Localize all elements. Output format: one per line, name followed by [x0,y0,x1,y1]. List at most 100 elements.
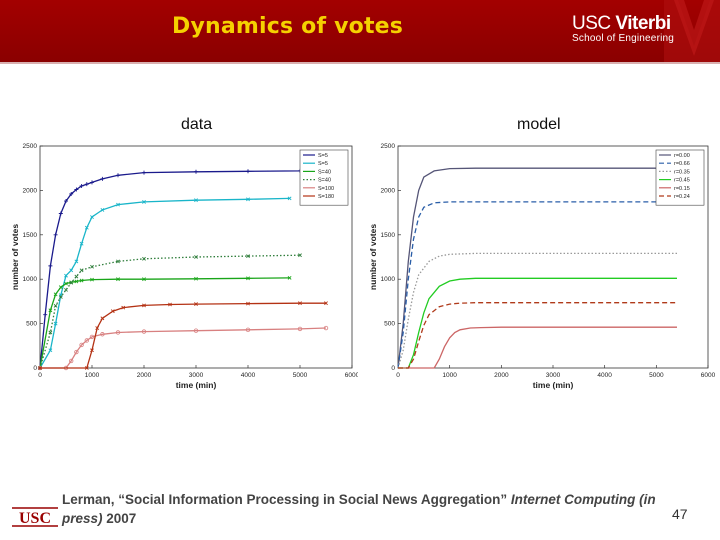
data-chart-series-point [90,348,94,353]
model-chart-series-line [398,326,677,369]
data-chart-series-point [246,276,250,281]
data-chart-series-point [193,328,199,333]
data-chart-series-point [58,285,63,290]
data-chart-series-point [100,176,105,181]
data-chart-series-point [53,321,58,326]
model-chart-ytick-label: 1500 [381,232,396,239]
data-chart-series-point [121,305,126,310]
model-chart-legend-label: r=0.66 [674,161,690,167]
data-chart-series-point [84,182,89,187]
data-chart-series-point [245,327,251,333]
model-chart-xtick-label: 4000 [597,372,612,379]
data-chart-series-line [39,169,311,369]
citation-text: Lerman, “Social Information Processing i… [62,492,511,507]
model-chart-xtick-label: 1000 [442,372,457,379]
data-chart-xlabel: time (min) [176,380,217,390]
model-chart-legend-label: r=0.45 [674,178,690,184]
logo-school-text: School of Engineering [572,33,675,44]
data-chart-series-point [246,254,250,259]
data-chart-series-point [142,256,146,261]
data-chart-series-point [64,273,68,278]
model-chart-legend-label: r=0.35 [674,169,690,175]
footer-logo-text: USC [19,510,51,527]
data-chart-series-point [246,169,250,174]
citation: Lerman, “Social Information Processing i… [62,490,687,528]
data-chart-series-point [142,303,146,308]
model-panel-label: model [517,116,561,133]
model-chart: 0 1000 2000 3000 4000 5000 6000 0 500 1000 1500 200… [360,138,716,393]
data-chart-series-point [194,169,198,174]
data-chart-series-point [48,263,53,268]
data-chart-series-point [142,200,146,204]
data-chart-series-point [79,268,84,273]
data-chart-series-point [69,191,74,196]
data-chart-series-point [79,241,84,246]
data-chart-ytick-label: 2500 [23,143,38,150]
model-chart-ytick-label: 1000 [381,276,396,283]
data-chart-series-point [53,303,58,308]
data-chart: 0 1000 2000 3000 4000 5000 6000 0 500 1000 1500 200… [6,138,358,393]
data-chart-series-point [194,255,198,259]
data-chart-legend-label: S=180 [318,194,334,200]
data-chart-series-point [95,326,100,330]
model-chart-series-line [398,277,677,369]
data-chart-series-point [287,275,292,280]
data-chart-xtick-label: 1000 [85,372,100,379]
data-chart-series-point [194,276,198,281]
data-chart-series-point [79,278,84,283]
data-panel-label: data [181,116,213,133]
data-chart-series-point [194,302,198,306]
data-chart-series-point [48,348,53,353]
page-number: 47 [672,506,688,522]
model-chart-xlabel: time (min) [533,380,574,390]
data-chart-series-point [116,277,120,282]
citation-journal: Internet Computing (in press) [62,492,656,526]
data-chart-ytick-label: 500 [26,321,37,328]
data-chart-series-point [141,329,147,334]
model-chart-xtick-label: 6000 [701,372,716,379]
data-chart-series-point [90,215,94,219]
data-chart-series-point [323,325,329,331]
data-chart-xtick-label: 6000 [345,372,358,379]
logo-usc-text: USC [572,13,611,34]
model-chart-legend-label: r=0.00 [674,153,690,159]
logo-viterbi-text: Viterbi [615,13,671,34]
data-chart-series-point [246,301,250,306]
data-chart-series-point [194,198,198,203]
data-chart-ytick-label: 1500 [23,232,38,239]
data-chart-series-point [69,280,74,285]
data-chart-series-point [43,312,48,317]
data-chart-series-point [38,366,42,370]
header-rule [0,62,720,64]
model-chart-ytick-label: 2500 [381,143,396,150]
data-chart-series-point [100,332,105,337]
data-chart-series-point [116,173,120,178]
model-chart-series-line [398,302,677,369]
data-chart-legend-label: S=40 [318,178,331,184]
data-chart-series-point [53,292,58,297]
data-chart-series-point [90,180,94,185]
data-chart-series-point [48,330,53,335]
data-chart-xtick-label: 3000 [189,372,204,379]
data-chart-series-point [48,308,53,313]
data-chart-series-point [84,366,89,370]
data-chart-series-point [324,301,328,306]
data-chart-series-point [110,309,115,314]
data-chart-series-point [90,264,94,269]
data-chart-series-point [142,277,146,282]
model-chart-ytick-label: 500 [384,321,395,328]
model-chart-series-line [397,201,677,369]
data-chart-series-point [116,202,120,207]
model-chart-ytick-label: 0 [391,365,395,372]
model-chart-xtick-label: 2000 [494,372,509,379]
data-chart-series-point [68,358,74,364]
model-chart-legend-label: r=0.15 [674,186,690,192]
usc-viterbi-logo: USC Viterbi School of Engineering [572,14,674,45]
data-chart-series-point [58,211,63,216]
data-chart-series-point [89,334,95,340]
data-chart-series-point [74,187,79,192]
data-chart-series-point [64,199,68,204]
model-chart-xtick-label: 0 [396,372,400,379]
model-chart-series-line [397,167,677,369]
data-chart-series-point [142,170,146,175]
